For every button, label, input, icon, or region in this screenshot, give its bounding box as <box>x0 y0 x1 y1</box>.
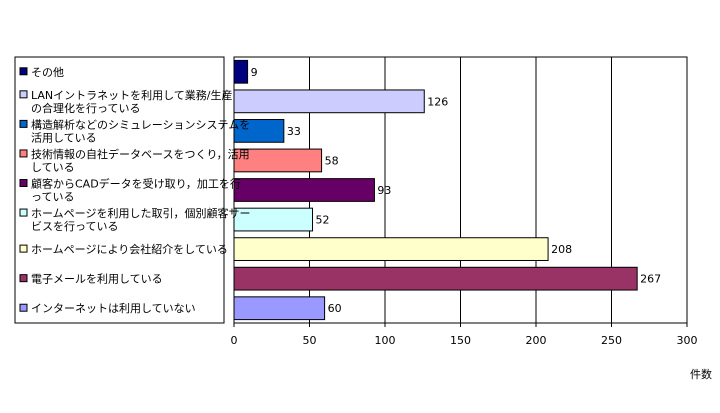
legend-label: インターネットは利用していない <box>31 302 196 315</box>
bar <box>233 296 326 321</box>
x-tick-label: 250 <box>601 334 622 347</box>
bar <box>233 89 425 114</box>
data-label: 267 <box>640 273 661 286</box>
legend-label: ホームページにより会社紹介をしている <box>31 242 228 256</box>
data-label: 9 <box>251 66 258 79</box>
x-tick-label: 150 <box>450 334 471 347</box>
legend-label: LANイントラネットを利用して業務/生産の合理化を行っている <box>31 88 233 115</box>
data-label: 208 <box>551 243 572 256</box>
legend-swatch <box>19 303 28 312</box>
legend-swatch <box>19 90 28 99</box>
legend-swatch <box>19 119 28 128</box>
x-tick-label: 50 <box>303 334 317 347</box>
bar <box>233 59 249 84</box>
x-axis-label: 件数 <box>690 368 712 381</box>
legend-label: 顧客からCADデータを受け取り，加工を行っている <box>31 177 241 204</box>
bar <box>233 266 638 291</box>
x-tick-label: 0 <box>231 334 238 347</box>
legend-box <box>14 56 225 324</box>
data-label: 60 <box>328 302 342 315</box>
legend-label: 技術情報の自社データベースをつくり，活用している <box>31 147 250 174</box>
data-label: 52 <box>316 214 330 227</box>
legend-label: その他 <box>31 66 64 79</box>
data-label: 33 <box>287 125 301 138</box>
legend-label: 構造解析などのシミュレーションシステムを活用している <box>31 117 250 144</box>
legend-swatch <box>19 274 28 283</box>
bar <box>233 207 314 232</box>
plot-area: 0 50 100 150 200 250 300 9 126 33 58 93 52 208 267 60 <box>231 56 698 347</box>
legend-label: 電子メールを利用している <box>31 273 163 286</box>
bar <box>233 148 323 173</box>
legend-label: ホームページを利用した取引，個別顧客サービスを行っている <box>31 206 250 233</box>
data-label: 126 <box>427 95 448 108</box>
x-tick-label: 100 <box>375 334 396 347</box>
bar <box>233 119 285 143</box>
legend-swatch <box>19 149 28 158</box>
bar <box>233 178 375 202</box>
bar <box>233 237 549 261</box>
legend: その他 LANイントラネットを利用して業務/生産の合理化を行っている構造解析などの… <box>19 66 250 315</box>
x-tick-label: 300 <box>677 334 698 347</box>
legend-swatch <box>19 67 28 76</box>
legend-swatch <box>19 208 28 217</box>
x-tick-label: 200 <box>526 334 547 347</box>
data-label: 93 <box>377 184 391 197</box>
legend-swatch <box>19 244 28 253</box>
data-label: 58 <box>325 154 339 167</box>
legend-swatch <box>19 179 28 187</box>
